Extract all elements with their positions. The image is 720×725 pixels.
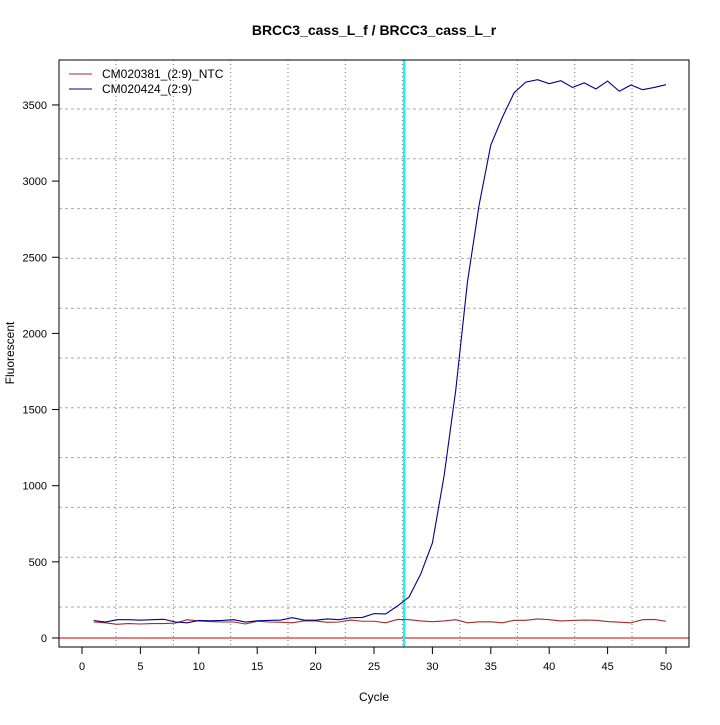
x-axis-label: Cycle: [359, 690, 389, 704]
x-tick-label: 5: [137, 661, 143, 673]
y-axis-label: Fluorescent: [3, 321, 17, 384]
y-tick-label: 0: [41, 633, 47, 645]
y-tick-label: 2000: [23, 328, 47, 340]
x-tick-label: 0: [79, 661, 85, 673]
series-line-0: [93, 618, 667, 625]
legend-label-ntc: CM020381_(2:9)_NTC: [102, 67, 224, 81]
x-tick-label: 35: [485, 661, 497, 673]
y-tick-label: 1500: [23, 405, 47, 417]
y-tick-label: 2500: [23, 252, 47, 264]
x-tick-label: 50: [660, 661, 672, 673]
y-tick-label: 500: [29, 557, 47, 569]
x-tick-label: 40: [543, 661, 555, 673]
y-tick-label: 3000: [23, 176, 47, 188]
x-tick-label: 20: [309, 661, 321, 673]
y-tick-label: 3500: [23, 100, 47, 112]
plot-frame: [58, 59, 690, 648]
chart-title: BRCC3_cass_L_f / BRCC3_cass_L_r: [252, 22, 497, 38]
x-tick-label: 10: [193, 661, 205, 673]
x-tick-label: 45: [601, 661, 613, 673]
x-tick-label: 15: [251, 661, 263, 673]
x-tick-label: 25: [368, 661, 380, 673]
series-line-1: [93, 79, 667, 624]
y-tick-label: 1000: [23, 481, 47, 493]
axis-ticks: 0 5 10 15 20 25 30 35 40 45 5005001000150020002500…: [23, 100, 673, 673]
x-tick-label: 30: [426, 661, 438, 673]
legend: CM020381_(2:9)_NTC CM020424_(2:9): [69, 67, 224, 96]
series-lines: [59, 60, 689, 647]
grid: [59, 60, 689, 647]
legend-label-sample: CM020424_(2:9): [102, 82, 192, 96]
